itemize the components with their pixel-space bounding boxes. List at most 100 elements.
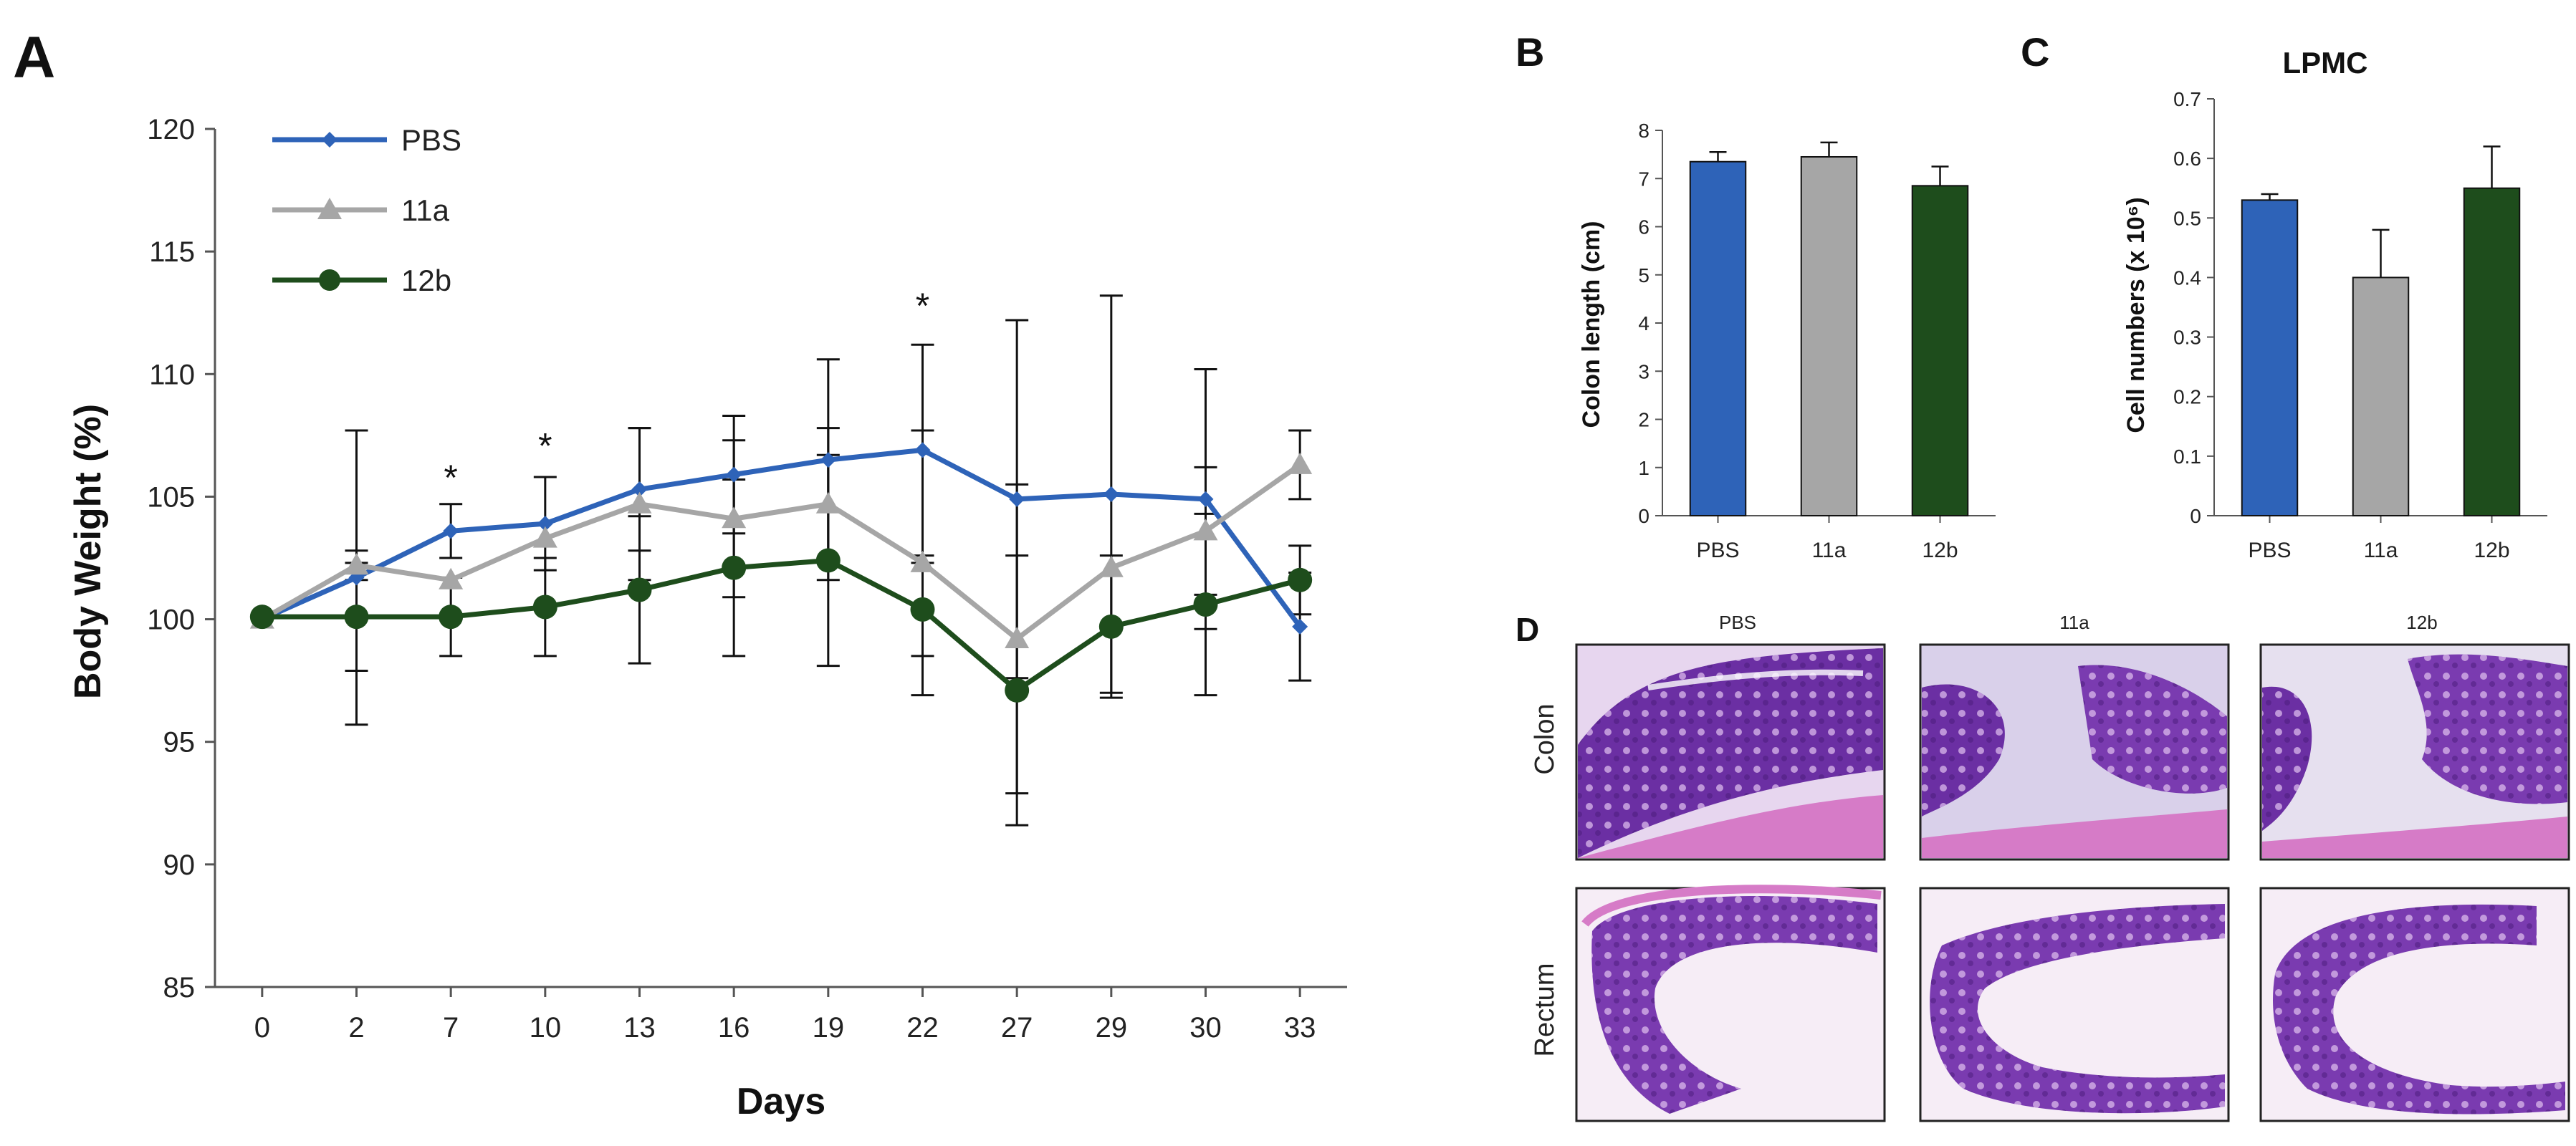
legend-label-12b: 12b bbox=[401, 264, 451, 297]
panel-b-y-tick-label: 3 bbox=[1638, 360, 1649, 382]
panel-b-x-tick-label: PBS bbox=[1696, 539, 1739, 562]
panel-b-y-tick-label: 2 bbox=[1638, 409, 1649, 431]
panel-d-histology: PBS 11a 12b Colon Rectum bbox=[1530, 612, 2570, 1122]
panel-a-y-tick-label: 95 bbox=[163, 727, 196, 759]
data-point-PBS bbox=[1103, 486, 1119, 503]
data-point-12b bbox=[1193, 592, 1218, 617]
panel-a-legend: PBS 11a 12b bbox=[272, 123, 461, 297]
panel-c-letter: C bbox=[2021, 29, 2049, 74]
histology-image-rectum-12b bbox=[2259, 887, 2570, 1122]
legend-label-11a: 11a bbox=[401, 193, 450, 227]
panel-b-y-tick-label: 5 bbox=[1638, 264, 1649, 286]
panel-a-x-tick-label: 7 bbox=[443, 1012, 459, 1044]
panel-a-y-tick-label: 120 bbox=[147, 114, 195, 145]
data-point-12b bbox=[344, 605, 369, 630]
data-point-11a bbox=[910, 550, 935, 572]
panel-c-y-tick-label: 0.1 bbox=[2173, 446, 2201, 468]
histology-column-pbs: PBS bbox=[1719, 612, 1756, 633]
panel-a-y-tick-label: 105 bbox=[147, 481, 195, 513]
histology-row-colon: Colon bbox=[1530, 703, 1560, 774]
panel-a-y-tick-label: 90 bbox=[163, 849, 196, 881]
panel-a-x-axis-label: Days bbox=[737, 1081, 825, 1122]
histology-column-11a: 11a bbox=[2059, 612, 2089, 633]
data-point-12b bbox=[910, 597, 935, 622]
data-point-PBS bbox=[1009, 491, 1025, 507]
data-point-12b bbox=[1098, 614, 1124, 639]
histology-row-rectum: Rectum bbox=[1530, 963, 1560, 1057]
panel-a-x-tick-label: 2 bbox=[348, 1012, 364, 1044]
panel-a-x-tick-label: 22 bbox=[906, 1012, 939, 1044]
panel-a-y-tick-label: 100 bbox=[147, 605, 195, 636]
legend-label-PBS: PBS bbox=[401, 123, 461, 157]
panel-a-y-tick-label: 115 bbox=[149, 236, 195, 268]
data-point-11a bbox=[1288, 452, 1313, 474]
panel-a-x-tick-label: 27 bbox=[1001, 1012, 1033, 1044]
panel-a-x-tick-label: 0 bbox=[254, 1012, 270, 1044]
panel-c-y-tick-label: 0.7 bbox=[2173, 88, 2201, 110]
panel-b-y-tick-label: 1 bbox=[1638, 457, 1649, 479]
panel-b-x-tick-label: 12b bbox=[1922, 539, 1958, 562]
legend-marker-12b bbox=[319, 269, 340, 291]
panel-b-y-tick-label: 6 bbox=[1638, 216, 1649, 239]
histology-image-rectum-11a bbox=[1919, 887, 2230, 1122]
panel-b-y-tick-label: 7 bbox=[1638, 168, 1649, 190]
data-point-11a bbox=[627, 491, 652, 514]
series-line-11a bbox=[261, 463, 1302, 642]
significance-marker: * bbox=[538, 425, 552, 466]
panel-b-y-tick-label: 0 bbox=[1638, 505, 1649, 527]
panel-c-x-tick-label: 12b bbox=[2474, 539, 2509, 562]
panel-b-y-tick-label: 8 bbox=[1638, 120, 1649, 142]
data-point-11a bbox=[532, 526, 557, 548]
panel-a-annotations: * * * bbox=[444, 286, 929, 498]
data-point-12b bbox=[627, 577, 652, 602]
panel-c-y-tick-label: 0.2 bbox=[2173, 386, 2201, 408]
histology-image-colon-11a bbox=[1919, 643, 2230, 861]
panel-a-x-tick-label: 13 bbox=[623, 1012, 656, 1044]
data-point-11a bbox=[1193, 519, 1218, 541]
series-line-12b bbox=[262, 557, 1301, 693]
histology-column-12b: 12b bbox=[2406, 612, 2437, 633]
data-point-PBS bbox=[1197, 491, 1214, 507]
panel-c-bar-PBS bbox=[2241, 199, 2299, 516]
panel-b-bars bbox=[1689, 141, 1969, 517]
data-point-12b bbox=[249, 605, 274, 630]
panel-c-y-tick-label: 0.4 bbox=[2173, 266, 2201, 289]
panel-a-y-tick-label: 110 bbox=[149, 359, 195, 390]
panel-c-bar-12b bbox=[2463, 187, 2521, 516]
data-point-11a bbox=[722, 506, 747, 529]
series-line-PBS bbox=[261, 447, 1302, 628]
histology-image-colon-pbs bbox=[1575, 643, 1886, 861]
panel-b-bar-chart: 0 1 2 3 4 5 6 7 8 PBS 11a 12b Colon length (cm) bbox=[1578, 120, 1996, 562]
panel-c-bar-11a bbox=[2352, 276, 2410, 516]
panel-b-y-tick-label: 4 bbox=[1638, 312, 1649, 334]
significance-marker: * bbox=[916, 286, 929, 326]
panel-a-series-lines bbox=[261, 447, 1302, 693]
panel-a-y-axis-label: Body Weight (%) bbox=[67, 404, 109, 699]
panel-c-bars bbox=[2241, 145, 2521, 516]
panel-c-y-axis-label: Cell numbers (x 10⁶) bbox=[2122, 197, 2150, 433]
data-point-11a bbox=[815, 491, 841, 514]
panel-a-y-tick-label: 85 bbox=[163, 972, 196, 1003]
panel-b-bar-11a bbox=[1800, 155, 1858, 517]
panel-c-x-tick-label: 11a bbox=[2364, 539, 2398, 562]
histology-image-colon-12b bbox=[2259, 643, 2570, 861]
panel-c-x-tick-label: PBS bbox=[2248, 539, 2291, 562]
panel-a-x-tick-label: 16 bbox=[718, 1012, 750, 1044]
panel-c-y-tick-label: 0.3 bbox=[2173, 327, 2201, 349]
data-point-11a bbox=[1098, 555, 1124, 577]
panel-a-x-tick-label: 33 bbox=[1284, 1012, 1316, 1044]
panel-a-markers bbox=[249, 442, 1313, 703]
data-point-PBS bbox=[726, 466, 742, 483]
panel-c-bar-chart: 0 0.1 0.2 0.3 0.4 0.5 0.6 0.7 PBS 11a 12b LPMC Cel… bbox=[2122, 46, 2547, 562]
data-point-12b bbox=[532, 594, 557, 620]
panel-b-x-tick-label: 11a bbox=[1812, 539, 1847, 562]
panel-a-letter: A bbox=[13, 25, 55, 90]
data-point-11a bbox=[1005, 626, 1030, 648]
panel-c-y-tick-label: 0.6 bbox=[2173, 148, 2201, 170]
panel-c-title: LPMC bbox=[2283, 46, 2368, 80]
panel-b-bar-12b bbox=[1911, 185, 1969, 516]
legend-marker-11a bbox=[317, 198, 342, 219]
